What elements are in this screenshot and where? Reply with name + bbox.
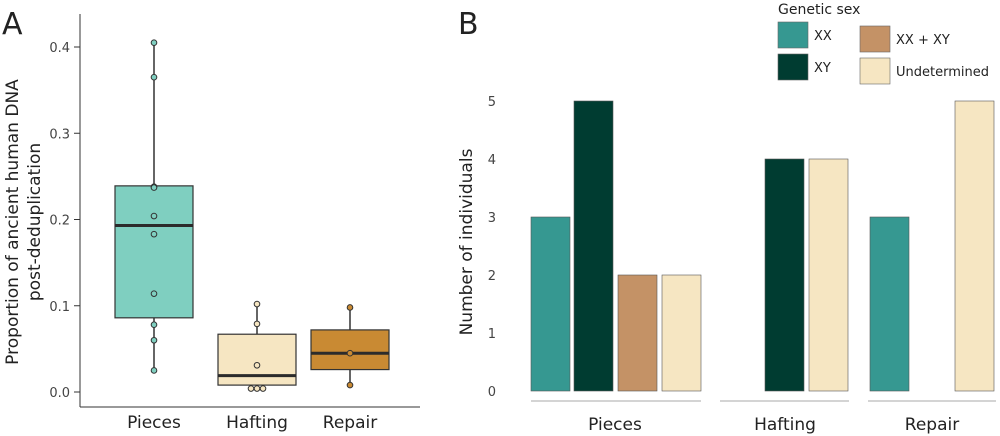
panel-a-y-axis-label-line1: Proportion of ancient human DNA (3, 79, 23, 365)
point-pieces (150, 336, 158, 344)
point-pieces (150, 290, 158, 297)
box-repair (310, 329, 390, 371)
point-hafting (259, 385, 267, 392)
point-hafting (253, 320, 261, 328)
legend-label-xx: XX (814, 29, 832, 44)
panel-a-y-tick-label: 0.1 (49, 300, 70, 315)
panel-b-label: B (458, 7, 479, 42)
bar-hafting-xy (764, 158, 805, 392)
legend-label-xx-xy: XX + XY (896, 33, 950, 48)
point-hafting (253, 385, 261, 392)
panel-a-y-axis-label-line2: post-deduplication (25, 143, 45, 301)
panel-b-y-tick-label: 5 (488, 95, 496, 110)
point-repair (346, 304, 354, 311)
point-pieces (150, 39, 158, 46)
panel-b-x-tick-label-hafting: Hafting (754, 415, 816, 435)
panel-b-y-tick-label: 4 (488, 153, 496, 168)
bar-repair-xx (869, 216, 910, 392)
bar-pieces-xy (573, 100, 614, 392)
panel-a-x-tick-label-pieces: Pieces (127, 413, 181, 433)
point-hafting (253, 300, 261, 308)
panel-b-y-tick-label: 0 (488, 385, 496, 400)
panel-b-x-tick-label-repair: Repair (905, 415, 959, 435)
legend: Genetic sex XX XY XX + XY Undetermined (777, 2, 989, 85)
panel-b: B Number of individuals 0 1 2 3 4 5 Pieces Haf… (457, 2, 996, 435)
panel-a-y-tick-label: 0.0 (49, 386, 70, 401)
panel-a-x-tick-label-hafting: Hafting (226, 413, 288, 433)
point-pieces (150, 73, 158, 81)
panel-b-y-tick-label: 1 (488, 327, 496, 342)
panel-a-y-tick-label: 0.4 (49, 41, 70, 56)
bar-repair-undetermined (954, 100, 995, 392)
bar-pieces-xx-xy (617, 274, 658, 392)
bar-pieces-xx (530, 216, 571, 392)
legend-label-xy: XY (814, 61, 831, 76)
point-pieces (150, 212, 158, 220)
panel-a-y-tick-label: 0.3 (49, 127, 70, 142)
panel-b-y-tick-label: 2 (488, 269, 496, 284)
bar-pieces-undetermined (661, 274, 702, 392)
panel-a-y-tick-label: 0.2 (49, 214, 70, 229)
legend-label-undetermined: Undetermined (896, 65, 989, 80)
bar-hafting-undetermined (808, 158, 849, 392)
point-hafting (253, 361, 261, 369)
box-hafting (217, 333, 297, 386)
point-pieces (150, 230, 158, 238)
legend-swatch-xx (777, 21, 809, 49)
legend-title: Genetic sex (778, 2, 860, 18)
legend-swatch-xx-xy (859, 25, 891, 53)
point-hafting (247, 385, 255, 392)
point-pieces (150, 321, 158, 329)
panel-b-y-tick-label: 3 (488, 211, 496, 226)
panel-b-y-axis-label: Number of individuals (457, 148, 477, 335)
panel-a-label: A (2, 7, 23, 42)
legend-swatch-undetermined (859, 57, 891, 85)
point-pieces (150, 184, 158, 191)
panel-b-x-tick-label-pieces: Pieces (588, 415, 642, 435)
point-pieces (150, 367, 158, 374)
point-repair (346, 381, 354, 389)
point-repair (346, 349, 354, 357)
box-pieces (114, 185, 194, 319)
panel-a: A Proportion of ancient human DNA post-d… (2, 7, 420, 433)
legend-swatch-xy (777, 53, 809, 81)
panel-a-x-tick-label-repair: Repair (323, 413, 377, 433)
